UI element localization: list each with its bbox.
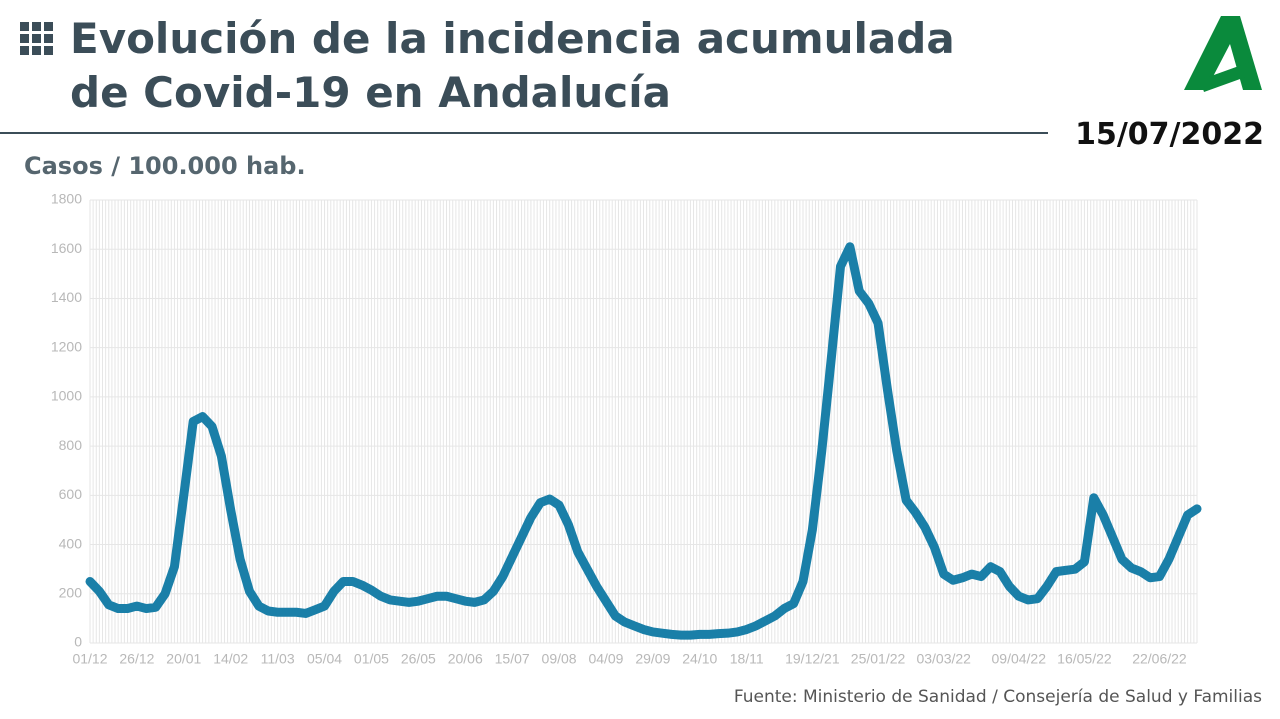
x-tick-label: 20/01 [166, 651, 201, 667]
y-tick-label: 400 [59, 535, 83, 551]
y-tick-label: 1000 [51, 388, 82, 404]
y-axis-label: Casos / 100.000 hab. [24, 152, 306, 180]
x-tick-label: 20/06 [448, 651, 483, 667]
x-tick-label: 16/05/22 [1057, 651, 1112, 667]
series-line [85, 242, 1202, 640]
y-tick-label: 600 [59, 486, 83, 502]
x-tick-label: 18/11 [730, 651, 764, 667]
x-tick-label: 19/12/21 [785, 651, 840, 667]
y-tick-label: 800 [59, 437, 83, 453]
x-tick-label: 01/12 [72, 651, 107, 667]
x-tick-label: 01/05 [354, 651, 389, 667]
logo [1184, 16, 1262, 92]
x-tick-label: 04/09 [588, 651, 623, 667]
x-tick-label: 09/04/22 [992, 651, 1047, 667]
x-tick-label: 24/10 [682, 651, 717, 667]
title: Evolución de la incidencia acumulada [70, 14, 955, 63]
source: Fuente: Ministerio de Sanidad / Consejer… [734, 687, 1262, 707]
x-tick-label: 05/04 [307, 651, 342, 667]
y-tick-label: 1600 [51, 240, 82, 256]
y-tick-label: 1800 [51, 191, 82, 207]
x-tick-label: 03/03/22 [916, 651, 971, 667]
x-tick-label: 11/03 [261, 651, 295, 667]
menu-icon [20, 22, 53, 55]
x-tick-label: 14/02 [213, 651, 248, 667]
y-tick-label: 0 [74, 634, 82, 650]
x-tick-label: 26/12 [119, 651, 154, 667]
x-tick-label: 09/08 [542, 651, 577, 667]
x-tick-label: 22/06/22 [1132, 651, 1187, 667]
y-tick-label: 1200 [51, 338, 82, 354]
x-tick-label: 25/01/22 [851, 651, 906, 667]
title: de Covid-19 en Andalucía [70, 68, 671, 117]
x-tick-label: 15/07 [495, 651, 530, 667]
y-tick-label: 200 [59, 584, 83, 600]
y-tick-label: 1400 [51, 289, 82, 305]
x-tick-label: 29/09 [635, 651, 670, 667]
x-tick-label: 26/05 [401, 651, 436, 667]
date: 15/07/2022 [1075, 117, 1264, 152]
